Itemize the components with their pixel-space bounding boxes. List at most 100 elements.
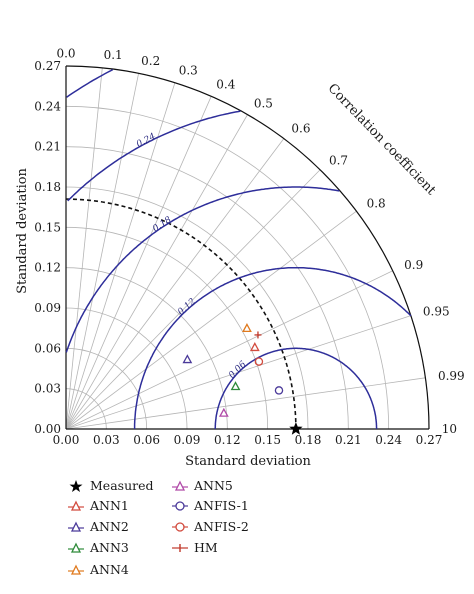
sd-grid-arc (65, 388, 107, 430)
point-ann2 (182, 354, 193, 364)
correlation-grid-line (65, 377, 426, 430)
legend-label: ANN4 (90, 562, 129, 577)
correlation-grid-line (65, 114, 248, 430)
correlation-tick-label: 0.3 (179, 64, 198, 78)
legend-label: ANN3 (90, 540, 129, 555)
x-tick-label: 0.27 (416, 433, 443, 447)
x-tick-label: 0.06 (133, 433, 160, 447)
triangle-icon (172, 480, 188, 491)
x-tick-label: 0.00 (53, 433, 80, 447)
circle-icon (172, 500, 188, 511)
legend-item-ann1: ANN1 (68, 498, 129, 513)
legend-item-ann4: ANN4 (68, 562, 129, 577)
correlation-tick-label: 0.95 (423, 305, 450, 319)
x-tick-label: 0.18 (295, 433, 322, 447)
point-ann3 (230, 381, 241, 391)
legend-item-anfis-1: ANFIS-1 (172, 498, 249, 513)
tick-labels-layer: 0.000.00 0.03 0.03 0.06 0.06 0.09 0.09 0.12 0.12… (34, 46, 464, 447)
y-tick-label: 0.24 (34, 99, 61, 113)
correlation-tick-label: 0.99 (438, 369, 465, 383)
star-icon (69, 479, 83, 492)
legend-label: HM (194, 540, 218, 555)
legend-label: ANN1 (90, 498, 129, 513)
correlation-tick-label: 10 (442, 422, 457, 436)
correlation-tick-label: 0.2 (141, 54, 160, 68)
x-tick-label: 0.21 (335, 433, 362, 447)
y-tick-label: 0.00 (34, 422, 61, 436)
sd-grid-arc (65, 105, 390, 430)
correlation-tick-label: 0.9 (404, 258, 423, 272)
plus-icon (172, 543, 188, 552)
legend-item-ann5: ANN5 (172, 478, 233, 493)
correlation-tick-label: 0.5 (254, 97, 273, 111)
correlation-tick-label: 0.0 (56, 46, 75, 60)
x-tick-label: 0.24 (375, 433, 402, 447)
data-points-layer (182, 323, 303, 435)
triangle-icon (68, 564, 84, 575)
sd-grid-arc (65, 307, 188, 430)
legend-label: ANFIS-2 (194, 519, 249, 534)
point-anfis-1 (274, 386, 284, 395)
y-tick-label: 0.12 (34, 261, 61, 275)
sd-grid-arc (65, 146, 349, 430)
correlation-tick-label: 0.7 (329, 154, 348, 168)
correlation-grid-line (65, 138, 285, 430)
triangle-icon (68, 500, 84, 511)
x-tick-label: 0.12 (214, 433, 241, 447)
point-ann1 (249, 342, 260, 352)
sd-grid-arc (65, 226, 269, 430)
correlation-grid-line (65, 270, 393, 430)
triangle-icon (68, 542, 84, 553)
y-tick-label: 0.21 (34, 140, 61, 154)
point-ann5 (218, 407, 229, 417)
point-hm (254, 331, 262, 339)
legend-label: ANN5 (194, 478, 233, 493)
correlation-grid-line (65, 169, 321, 430)
y-tick-label: 0.27 (34, 59, 61, 73)
legend-label: Measured (90, 478, 154, 493)
correlation-tick-label: 0.4 (216, 78, 235, 92)
rms-contour-label: 0.18 (151, 215, 173, 234)
y-tick-label: 0.18 (34, 180, 61, 194)
legend-label: ANFIS-1 (194, 498, 249, 513)
measured-reference-point (289, 422, 303, 435)
correlation-grid-line (65, 73, 139, 430)
legend-label: ANN2 (90, 519, 129, 534)
rms-contour (65, 186, 340, 353)
rms-contour (133, 266, 412, 429)
y-tick-label: 0.15 (34, 220, 61, 234)
legend-item-ann3: ANN3 (68, 540, 129, 555)
taylor-diagram: 0.060.120.180.24 0.000.000.030.030.060.0… (15, 46, 465, 469)
triangle-icon (68, 521, 84, 532)
correlation-grid-line (65, 96, 212, 430)
point-anfis-2 (254, 357, 264, 366)
point-ann4 (242, 323, 252, 333)
outer-boundary-arc (65, 65, 430, 430)
correlation-grid-line (65, 82, 176, 430)
correlation-grid-line (65, 210, 357, 430)
rms-contour (67, 110, 241, 202)
y-axis-title: Standard deviation (15, 167, 30, 293)
legend-item-anfis-2: ANFIS-2 (172, 519, 249, 534)
x-axis-title: Standard deviation (185, 454, 311, 469)
legend-item-ann2: ANN2 (68, 519, 129, 534)
sd-grid-arc (65, 186, 309, 430)
rms-contour (66, 68, 114, 98)
correlation-axis-title: Correlation coefficient (325, 81, 439, 199)
correlation-tick-label: 0.8 (367, 197, 386, 211)
y-tick-label: 0.06 (34, 341, 61, 355)
rms-contour-label: 0.12 (176, 297, 198, 318)
correlation-tick-label: 0.6 (291, 121, 310, 135)
correlation-grid-line (65, 67, 103, 430)
reference-sd-arc (65, 198, 297, 430)
rms-contour (214, 347, 378, 429)
circle-icon (172, 521, 188, 532)
legend: Measured ANN1 ANN2 ANN3 ANN4 ANN5 ANFIS-… (68, 478, 368, 588)
legend-item-measured: Measured (68, 478, 154, 493)
y-tick-label: 0.03 (34, 382, 61, 396)
y-tick-label: 0.09 (34, 301, 61, 315)
x-tick-label: 0.15 (254, 433, 281, 447)
grid-layer (65, 65, 430, 430)
legend-item-hm: HM (172, 540, 218, 555)
x-tick-label: 0.09 (174, 433, 201, 447)
